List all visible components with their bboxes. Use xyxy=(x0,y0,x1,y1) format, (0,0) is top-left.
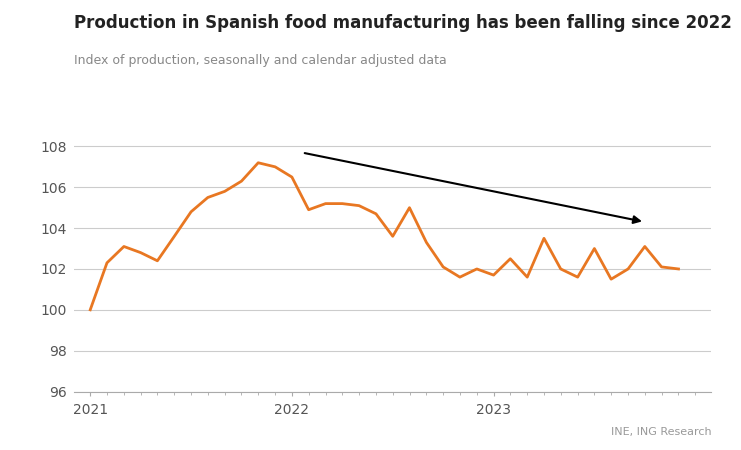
Text: Production in Spanish food manufacturing has been falling since 2022: Production in Spanish food manufacturing… xyxy=(74,14,732,32)
Text: Index of production, seasonally and calendar adjusted data: Index of production, seasonally and cale… xyxy=(74,54,447,67)
Text: INE, ING Research: INE, ING Research xyxy=(611,427,711,436)
